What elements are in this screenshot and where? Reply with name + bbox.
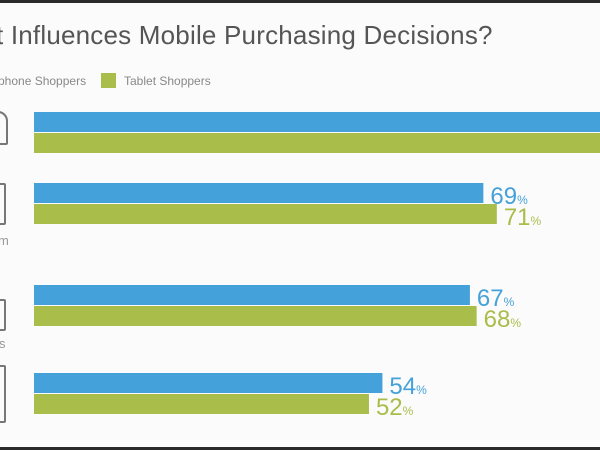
category-label-3: s [0,336,6,351]
data-label-smartphone-2: 67% [477,285,515,312]
data-label-tablet-3: 52% [376,394,414,421]
legend-tablet-label: Tablet Shoppers [124,74,211,88]
data-label-tablet-2: 68% [484,306,522,333]
data-label-tablet-1: 71% [504,204,542,231]
bar-smartphone-0 [34,112,600,132]
bar-tablet-2 [34,306,477,326]
bar-tablet-1 [34,204,497,224]
chart-canvas: t Influences Mobile Purchasing Decisions… [0,3,600,447]
legend-tablet-swatch [101,73,116,88]
bar-tablet-3 [34,394,369,414]
chart-title: t Influences Mobile Purchasing Decisions… [0,20,493,50]
bar-smartphone-1 [34,183,484,203]
category-label-2: m [0,233,9,248]
phone-icon [0,183,6,225]
data-label-smartphone-3: 54% [389,373,427,400]
person-icon [0,111,8,145]
bar-tablet-0 [34,133,600,153]
legend-smartphone-label: phone Shoppers [0,74,87,88]
bar-smartphone-2 [34,285,470,305]
calendar-icon [0,299,6,331]
bar-chart: 69%67%54%71%68%52% [34,112,600,421]
bar-smartphone-3 [34,373,383,393]
tablet-icon [0,365,6,423]
